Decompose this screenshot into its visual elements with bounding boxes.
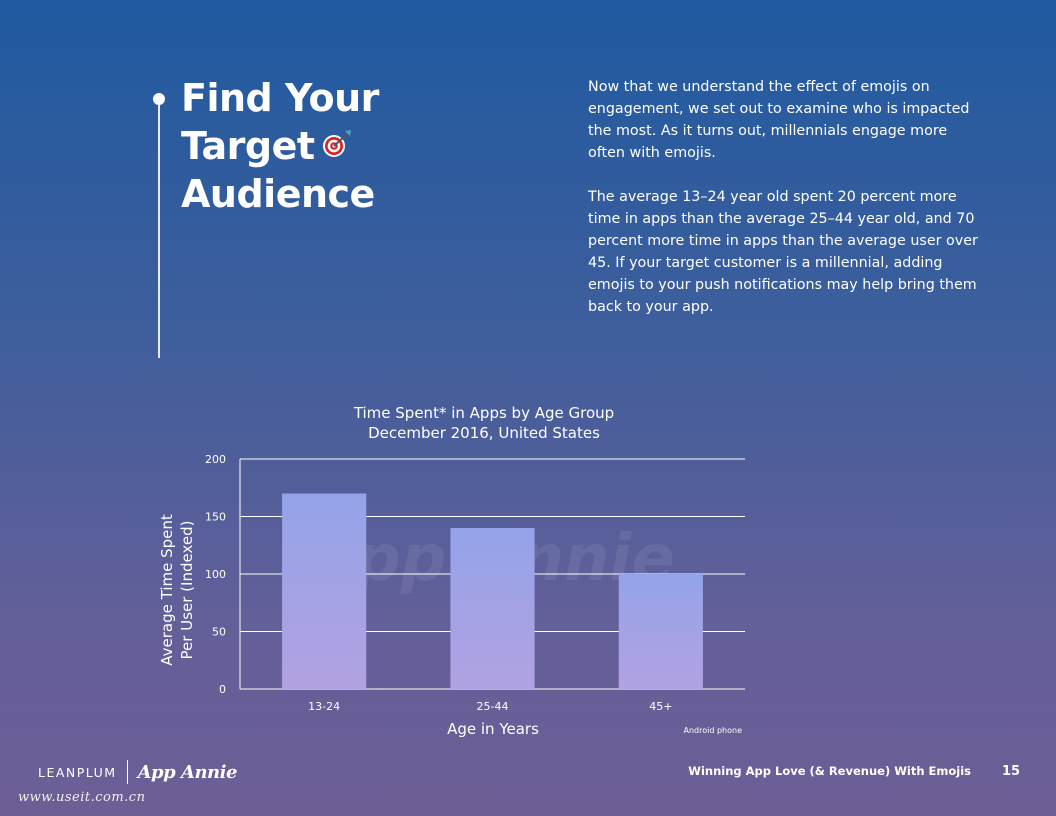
y-tick-label: 50 xyxy=(212,626,226,639)
y-axis-label-line-1: Average Time Spent xyxy=(158,514,176,666)
title-line-2: Target xyxy=(181,124,315,168)
x-axis-label: Age in Years xyxy=(447,720,539,738)
body-paragraph-2: The average 13–24 year old spent 20 perc… xyxy=(588,189,978,315)
x-tick-label: 45+ xyxy=(649,700,672,713)
timeline-line xyxy=(158,96,160,358)
page-number: 15 xyxy=(1002,764,1021,779)
chart-footnote: Android phone xyxy=(683,726,742,735)
app-annie-logo: App Annie xyxy=(137,761,238,783)
body-text: Now that we understand the effect of emo… xyxy=(588,76,988,340)
x-tick-label: 25-44 xyxy=(477,700,509,713)
page-title: Find Your Target Audience xyxy=(181,74,481,218)
y-tick-label: 150 xyxy=(205,511,226,524)
bar-13-24 xyxy=(282,493,367,689)
footer-doc-title: Winning App Love (& Revenue) With Emojis xyxy=(688,764,971,778)
chart-title: Time Spent* in Apps by Age Group xyxy=(353,404,615,422)
y-tick-label: 0 xyxy=(219,683,226,696)
y-axis-label-line-2: Per User (Indexed) xyxy=(178,521,196,660)
footer-logos: LEANPLUM App Annie xyxy=(38,760,237,784)
x-tick-label: 13-24 xyxy=(308,700,340,713)
title-line-1: Find Your xyxy=(181,76,379,120)
y-tick-label: 100 xyxy=(205,568,226,581)
leanplum-logo: LEANPLUM xyxy=(38,764,117,780)
title-line-3: Audience xyxy=(181,172,375,216)
logo-divider xyxy=(126,760,128,784)
timeline-dot xyxy=(153,93,165,105)
body-paragraph-1: Now that we understand the effect of emo… xyxy=(588,79,970,161)
title-line-2-row: Target xyxy=(181,122,481,170)
y-tick-label: 200 xyxy=(205,453,226,466)
site-watermark: www.useit.com.cn xyxy=(18,790,146,805)
chart-subtitle: December 2016, United States xyxy=(368,424,600,442)
bar-25-44 xyxy=(450,528,535,689)
target-dart-icon xyxy=(321,122,353,170)
bar-45+ xyxy=(618,574,703,689)
